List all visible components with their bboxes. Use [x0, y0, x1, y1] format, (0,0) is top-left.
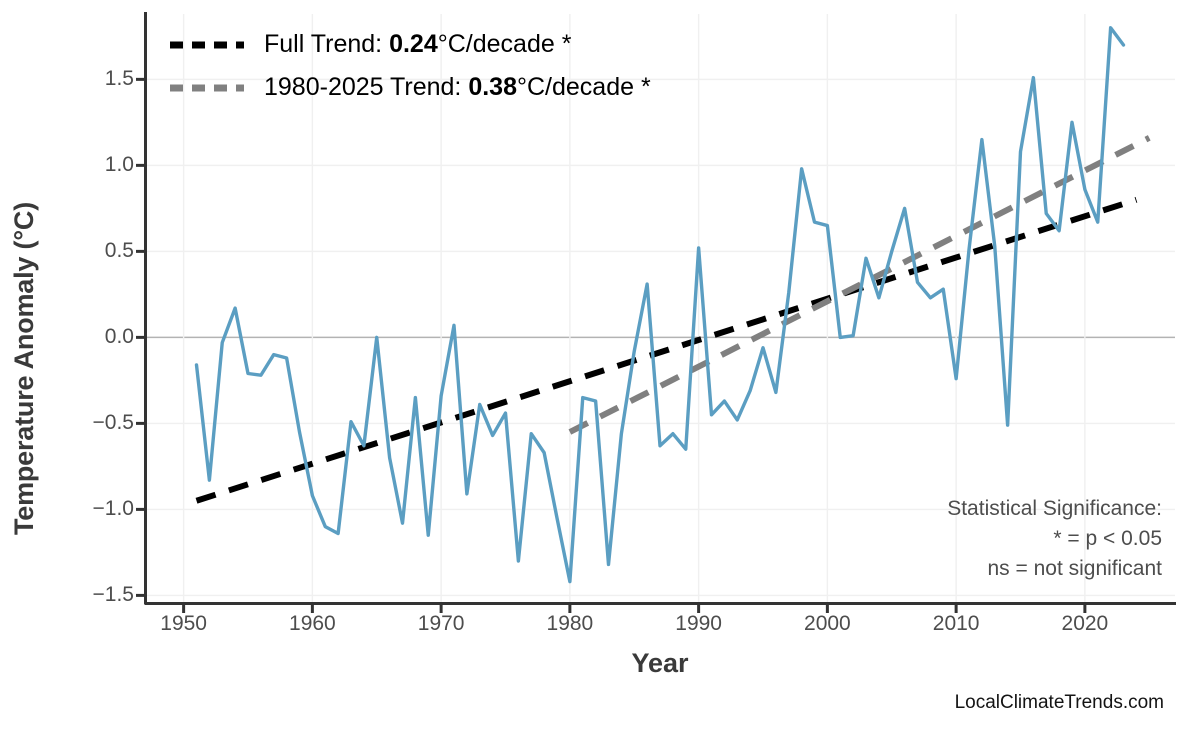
- plot-svg: [145, 14, 1175, 604]
- legend-suffix-recent-trend: °C/decade *: [517, 73, 651, 101]
- x-tick-label: 1970: [417, 612, 465, 635]
- y-tick-label: −1.0: [92, 497, 134, 521]
- y-axis-tick-labels: 1.5 1.0 0.5 0.0 −0.5 −1.0 −1.5: [62, 0, 134, 737]
- y-tick-label: 0.0: [104, 325, 134, 349]
- significance-title: Statistical Significance:: [947, 497, 1162, 520]
- significance-ns-line: ns = not significant: [987, 556, 1162, 580]
- plot-panel: [145, 14, 1175, 604]
- x-tick-label: 1960: [289, 612, 336, 635]
- significance-note: Statistical Significance: * = p < 0.05 n…: [947, 494, 1162, 583]
- legend-item-recent-trend: 1980-2025 Trend: 0.38°C/decade *: [168, 73, 651, 102]
- legend-value-full-trend: 0.24: [389, 30, 438, 58]
- tick-marks: [136, 77, 1087, 613]
- x-tick-label: 2000: [804, 612, 851, 635]
- trend-line: [195, 196, 1138, 504]
- legend-label-full-trend: Full Trend: 0.24°C/decade *: [264, 30, 571, 59]
- significance-star-line: * = p < 0.05: [1053, 526, 1162, 550]
- trend-lines: [195, 135, 1151, 504]
- y-tick-label: −1.5: [92, 583, 134, 607]
- legend-item-full-trend: Full Trend: 0.24°C/decade *: [168, 30, 651, 59]
- x-tick-label: 1980: [546, 612, 594, 635]
- watermark: LocalClimateTrends.com: [954, 692, 1164, 713]
- legend: Full Trend: 0.24°C/decade * 1980-2025 Tr…: [168, 30, 651, 102]
- legend-key-recent-trend: [170, 84, 244, 91]
- y-tick-label: 1.0: [104, 153, 134, 177]
- legend-prefix-full-trend: Full Trend:: [264, 30, 390, 58]
- x-tick-label: 2010: [932, 612, 980, 635]
- legend-suffix-full-trend: °C/decade *: [437, 30, 572, 58]
- x-tick-label: 2020: [1061, 612, 1109, 635]
- legend-key-full-trend: [170, 41, 244, 48]
- x-axis-title: Year: [631, 648, 689, 678]
- gridlines: [145, 14, 1175, 604]
- x-tick-label: 1990: [675, 612, 722, 635]
- y-tick-label: 0.5: [104, 239, 134, 263]
- y-tick-label: −0.5: [92, 411, 134, 435]
- x-tick-label: 1950: [160, 612, 207, 635]
- legend-value-recent-trend: 0.38: [468, 73, 517, 101]
- legend-prefix-recent-trend: 1980-2025 Trend:: [264, 73, 469, 101]
- y-tick-label: 1.5: [104, 67, 134, 91]
- temperature-anomaly-line: [194, 26, 1126, 584]
- trend-line: [568, 135, 1151, 435]
- legend-label-recent-trend: 1980-2025 Trend: 0.38°C/decade *: [264, 73, 651, 102]
